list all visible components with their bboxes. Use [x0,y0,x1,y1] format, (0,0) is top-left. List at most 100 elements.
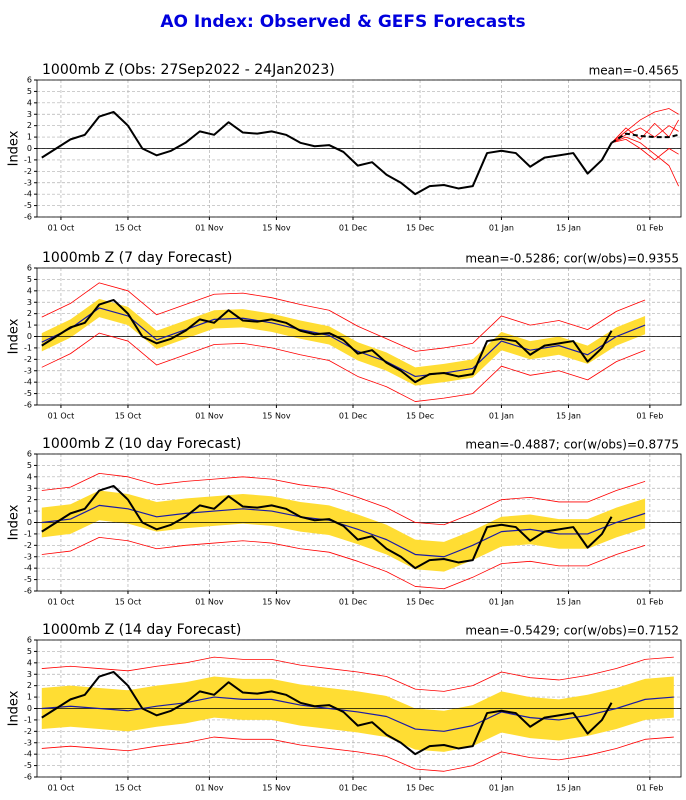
plot-frame [36,453,682,592]
y-tick-label: -1 [24,529,32,538]
y-tick-label: 1 [27,321,32,330]
x-tick-label: 01 Nov [195,412,224,421]
x-tick-label: 15 Nov [262,224,291,233]
panel-title: 1000mb Z (Obs: 27Sep2022 - 24Jan2023) [42,62,335,78]
y-tick-label: 1 [27,133,32,142]
series-line [611,119,679,144]
x-tick-label: 01 Nov [195,598,224,607]
y-tick-label: -2 [24,167,32,176]
y-tick-label: -6 [24,213,32,222]
x-tick-label: 01 Jan [489,784,514,793]
y-tick-label: 1 [27,693,32,702]
x-tick-label: 01 Jan [489,598,514,607]
x-tick-label: 15 Nov [262,784,291,793]
series-line [41,656,674,692]
x-tick-label: 15 Dec [406,224,434,233]
y-tick-label: 1 [27,507,32,516]
panel-title: 1000mb Z (10 day Forecast) [42,436,241,452]
y-tick-label: 4 [27,286,32,295]
spread-band [41,298,646,386]
y-tick-label: 6 [27,450,32,459]
x-tick-label: 15 Nov [262,598,291,607]
y-tick-label: -3 [24,178,32,187]
y-tick-label: 2 [27,309,32,318]
x-tick-label: 01 Dec [339,224,367,233]
x-tick-label: 15 Jan [556,224,581,233]
x-tick-label: 01 Feb [636,784,663,793]
x-tick-label: 01 Nov [195,224,224,233]
series-line [41,298,613,384]
x-tick-label: 15 Oct [115,224,142,233]
y-tick-label: 2 [27,495,32,504]
x-tick-label: 01 Jan [489,412,514,421]
y-tick-label: -3 [24,552,32,561]
y-tick-label: 0 [27,332,32,341]
y-tick-label: 2 [27,681,32,690]
series-line [41,696,674,732]
y-tick-label: 4 [27,472,32,481]
x-tick-label: 01 Feb [636,224,663,233]
series-line [41,670,613,756]
y-tick-label: 6 [27,636,32,645]
x-tick-label: 15 Nov [262,412,291,421]
series-line [41,484,613,570]
series-line [41,332,646,402]
x-tick-label: 15 Jan [556,784,581,793]
y-tick-label: 3 [27,110,32,119]
y-tick-label: 5 [27,461,32,470]
panel-title: 1000mb Z (14 day Forecast) [42,622,241,638]
panel: 1000mb Z (14 day Forecast) mean=-0.5429; … [7,622,682,793]
x-tick-label: 15 Dec [406,784,434,793]
y-tick-label: 0 [27,704,32,713]
panel-stat: mean=-0.5429; cor(w/obs)=0.7152 [465,624,679,638]
y-tick-label: -6 [24,401,32,410]
y-tick-label: 6 [27,76,32,85]
x-tick-label: 15 Oct [115,784,142,793]
plot-frame [36,79,682,218]
series-line [41,536,646,590]
spread-band [41,676,674,752]
x-tick-label: 01 Jan [489,224,514,233]
y-tick-label: -4 [24,750,32,759]
y-tick-label: 6 [27,264,32,273]
y-tick-label: -5 [24,761,32,770]
y-tick-label: 3 [27,670,32,679]
panel-title: 1000mb Z (7 day Forecast) [42,250,232,266]
y-tick-label: 4 [27,658,32,667]
y-tick-label: -1 [24,155,32,164]
x-tick-label: 15 Jan [556,412,581,421]
y-tick-label: -1 [24,715,32,724]
x-tick-label: 01 Oct [48,598,75,607]
panel-stat: mean=-0.4887; cor(w/obs)=0.8775 [465,438,679,452]
y-axis-label: Index [7,130,22,166]
plot-frame [36,267,682,406]
series-line [41,473,646,526]
y-tick-label: 3 [27,484,32,493]
panel: 1000mb Z (Obs: 27Sep2022 - 24Jan2023) mea… [7,62,682,233]
series-line [611,136,679,187]
y-tick-label: -4 [24,378,32,387]
y-tick-label: -6 [24,773,32,782]
y-axis-label: Index [7,504,22,540]
x-tick-label: 01 Oct [48,224,75,233]
plot-frame [36,639,682,778]
x-tick-label: 01 Feb [636,598,663,607]
x-tick-label: 15 Jan [556,598,581,607]
x-tick-label: 01 Dec [339,412,367,421]
series-line [41,282,646,352]
series-line [611,108,679,144]
y-tick-label: -3 [24,738,32,747]
panel: 1000mb Z (10 day Forecast) mean=-0.4887; … [7,436,682,607]
y-tick-label: -6 [24,587,32,596]
x-tick-label: 15 Oct [115,598,142,607]
y-tick-label: 5 [27,275,32,284]
series-line [611,125,679,144]
x-tick-label: 01 Oct [48,784,75,793]
panel: 1000mb Z (7 day Forecast) mean=-0.5286; c… [7,250,682,421]
y-tick-label: 0 [27,518,32,527]
y-tick-label: 5 [27,647,32,656]
series-line [41,736,674,772]
x-tick-label: 01 Feb [636,412,663,421]
x-tick-label: 01 Nov [195,784,224,793]
